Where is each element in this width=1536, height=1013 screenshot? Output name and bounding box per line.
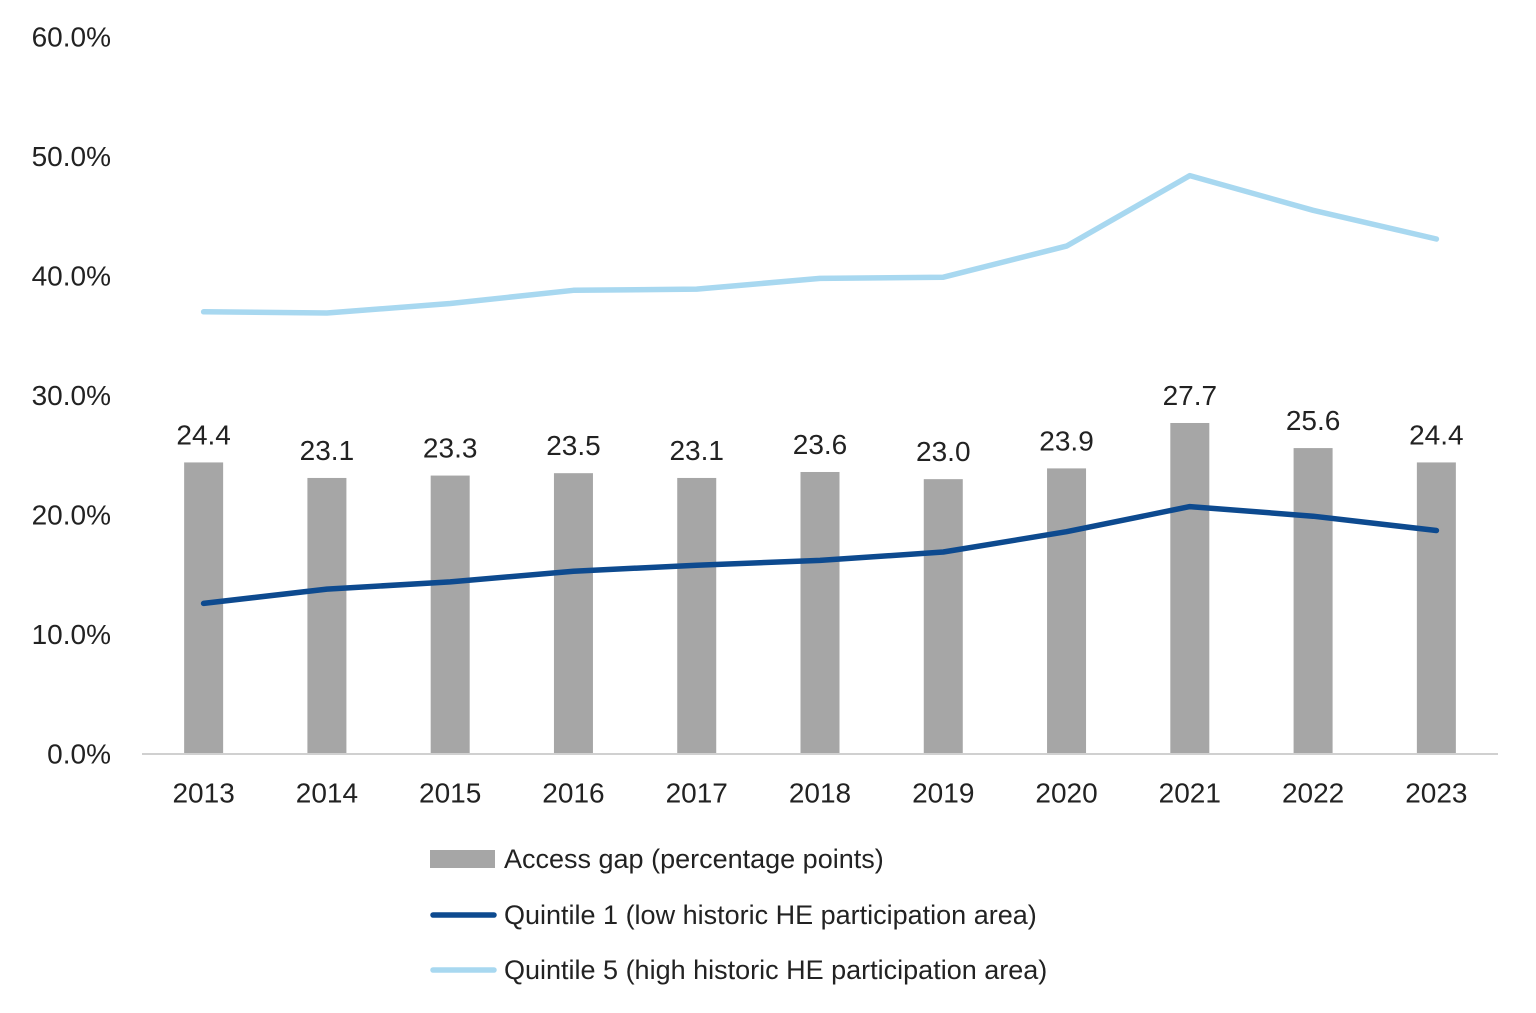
y-axis: 0.0% 10.0% 20.0% 30.0% 40.0% 50.0% 60.0% [32, 22, 111, 770]
bar-data-label: 23.0 [916, 436, 971, 467]
x-tick-label: 2019 [912, 778, 974, 809]
legend-label: Quintile 5 (high historic HE participati… [504, 955, 1047, 985]
bar-data-label: 25.6 [1286, 405, 1341, 436]
x-tick-label: 2020 [1035, 778, 1097, 809]
bar [1047, 468, 1087, 754]
bar [923, 479, 963, 754]
bar [430, 475, 470, 754]
line-series [200, 172, 1440, 607]
y-tick-label: 20.0% [32, 500, 111, 531]
bar [1170, 422, 1210, 754]
bar [677, 477, 717, 754]
bar [800, 471, 840, 754]
x-tick-label: 2018 [789, 778, 851, 809]
bar-data-labels: 24.4 23.1 23.3 23.5 23.1 23.6 23.0 23.9 27.7 25.6… [176, 380, 1463, 467]
bar-data-label: 27.7 [1163, 380, 1218, 411]
legend-swatch-bar [430, 850, 495, 868]
x-tick-label: 2021 [1159, 778, 1221, 809]
y-tick-label: 0.0% [47, 739, 111, 770]
x-tick-label: 2013 [172, 778, 234, 809]
y-tick-label: 50.0% [32, 141, 111, 172]
x-tick-label: 2015 [419, 778, 481, 809]
x-tick-label: 2023 [1405, 778, 1467, 809]
bar-data-label: 24.4 [1409, 419, 1464, 450]
bar-data-label: 23.9 [1039, 425, 1094, 456]
legend: Access gap (percentage points) Quintile 1… [430, 844, 1047, 985]
bar-data-label: 23.3 [423, 433, 478, 464]
bar-data-label: 23.1 [300, 435, 355, 466]
bar [1293, 448, 1333, 754]
x-tick-label: 2017 [666, 778, 728, 809]
bar-series [184, 422, 1456, 754]
bar-data-label: 24.4 [176, 419, 231, 450]
y-tick-label: 30.0% [32, 380, 111, 411]
bar [1416, 462, 1456, 754]
quintile-5-line [200, 172, 1440, 316]
x-axis: 2013 2014 2015 2016 2017 2018 2019 2020 2021 2022… [142, 753, 1498, 809]
bar-data-label: 23.1 [669, 435, 724, 466]
y-tick-label: 40.0% [32, 261, 111, 292]
x-tick-label: 2014 [296, 778, 358, 809]
legend-label: Quintile 1 (low historic HE participatio… [504, 900, 1037, 930]
y-tick-label: 60.0% [32, 22, 111, 53]
bar [553, 473, 593, 754]
bar-data-label: 23.5 [546, 430, 601, 461]
bar [307, 477, 347, 754]
bar-data-label: 23.6 [793, 429, 848, 460]
y-tick-label: 10.0% [32, 619, 111, 650]
x-tick-label: 2022 [1282, 778, 1344, 809]
legend-label: Access gap (percentage points) [504, 844, 884, 874]
x-tick-label: 2016 [542, 778, 604, 809]
bar [184, 462, 224, 754]
